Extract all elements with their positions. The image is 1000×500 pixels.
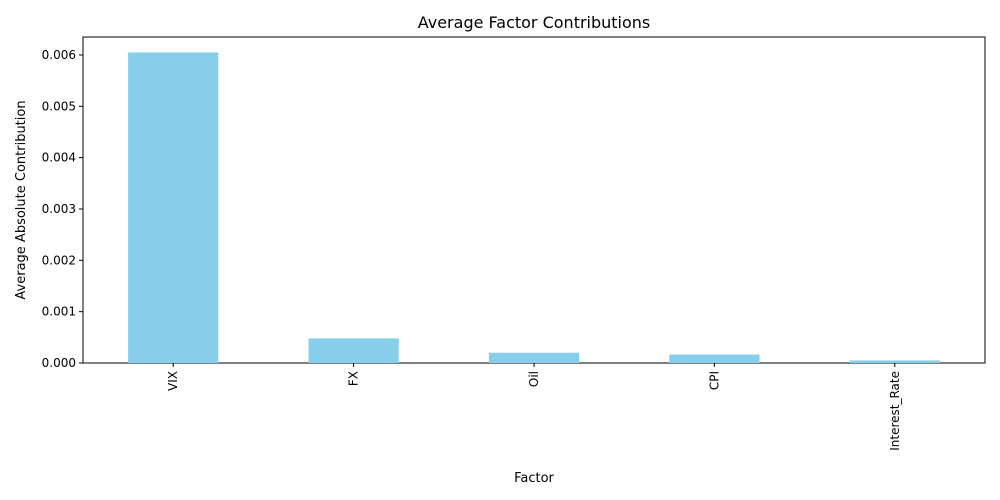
bars	[128, 52, 940, 363]
bar-oil	[488, 352, 580, 363]
x-axis-label: Factor	[514, 471, 554, 486]
x-tick-label: Oil	[527, 371, 541, 387]
bar-interest-rate	[849, 360, 940, 363]
y-tick-label: 0.003	[42, 202, 76, 216]
y-axis-label: Average Absolute Contribution	[14, 100, 29, 299]
bar-fx	[308, 338, 399, 363]
x-tick-label: VIX	[166, 371, 180, 391]
bar-cpi	[669, 354, 760, 363]
y-tick-label: 0.004	[42, 151, 76, 165]
x-tick-label: Interest_Rate	[888, 371, 902, 451]
y-axis: 0.000 0.001 0.002 0.003 0.004 0.005 0.006	[42, 48, 83, 370]
y-tick-label: 0.002	[42, 253, 76, 267]
y-tick-label: 0.001	[42, 305, 76, 319]
chart-title: Average Factor Contributions	[418, 13, 651, 32]
bar-vix	[128, 52, 219, 363]
x-tick-label: FX	[347, 371, 361, 386]
x-axis: VIX FX Oil CPI Interest_Rate	[166, 363, 902, 451]
y-tick-label: 0.005	[42, 99, 76, 113]
x-tick-label: CPI	[707, 371, 721, 390]
y-tick-label: 0.006	[42, 48, 76, 62]
y-tick-label: 0.000	[42, 356, 76, 370]
